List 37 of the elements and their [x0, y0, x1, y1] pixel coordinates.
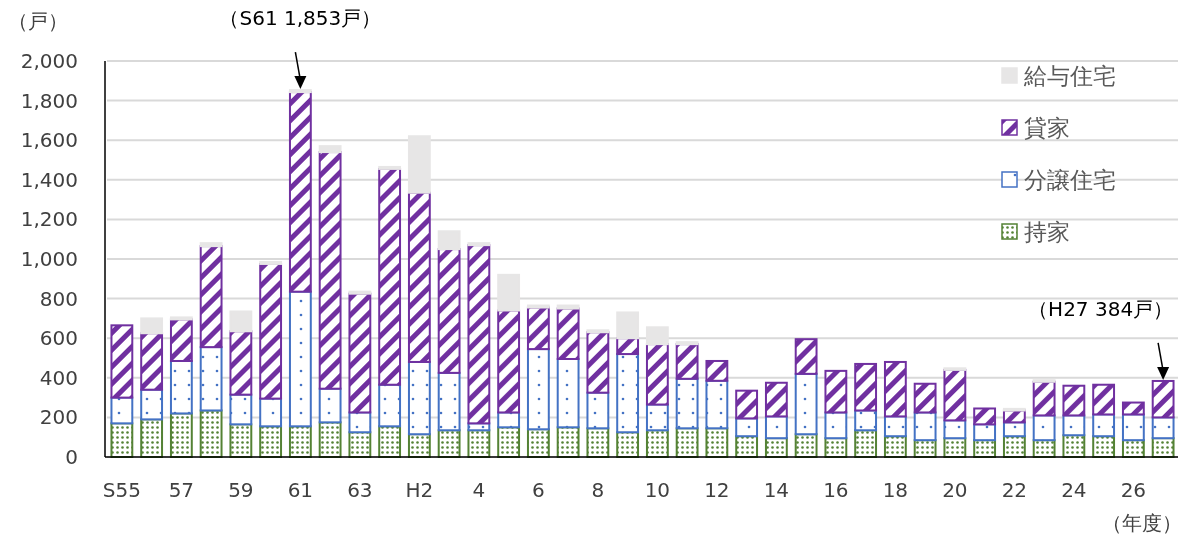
annotation: （H27 384戸） [1028, 296, 1174, 321]
legend-label: 持家 [1024, 219, 1070, 245]
y-tick-label: 800 [39, 286, 78, 311]
x-tick-label: 6 [532, 478, 545, 502]
y-tick-label: 1,600 [20, 128, 78, 153]
x-tick-label: 59 [228, 478, 254, 502]
x-tick-label: 61 [287, 478, 314, 502]
legend-label: 貸家 [1024, 115, 1070, 141]
x-tick-label: 57 [168, 478, 195, 502]
y-tick-label: 2,000 [20, 49, 78, 73]
y-axis-title: （戸） [8, 9, 68, 33]
x-axis-title: （年度） [1102, 511, 1182, 535]
y-tick-label: 1,000 [20, 247, 78, 271]
x-tick-label: H2 [405, 478, 434, 502]
y-tick-label: 600 [39, 326, 78, 351]
y-tick-label: 200 [39, 405, 78, 430]
annotation: （S61 1,853戸） [219, 6, 382, 31]
y-tick-label: 0 [65, 445, 78, 469]
y-tick-label: 1,800 [20, 88, 78, 113]
x-tick-label: 24 [1061, 478, 1087, 502]
x-tick-label: 18 [882, 478, 909, 502]
x-tick-label: 20 [942, 478, 968, 502]
x-tick-label: 10 [644, 478, 671, 502]
y-tick-label: 1,400 [20, 167, 78, 192]
x-tick-label: 26 [1120, 478, 1147, 502]
y-tick-label: 1,200 [20, 207, 78, 232]
x-tick-label: 8 [591, 478, 605, 502]
x-tick-label: S55 [102, 478, 141, 502]
y-tick-label: 400 [39, 365, 78, 390]
x-tick-label: 16 [823, 478, 849, 502]
legend-label: 給与住宅 [1023, 63, 1116, 89]
x-tick-label: 14 [763, 478, 790, 502]
x-tick-label: 22 [1001, 478, 1028, 502]
x-tick-label: 63 [347, 478, 373, 502]
x-tick-label: 12 [704, 478, 730, 502]
x-tick-label: 4 [472, 478, 486, 502]
legend-label: 分譲住宅 [1024, 167, 1116, 193]
